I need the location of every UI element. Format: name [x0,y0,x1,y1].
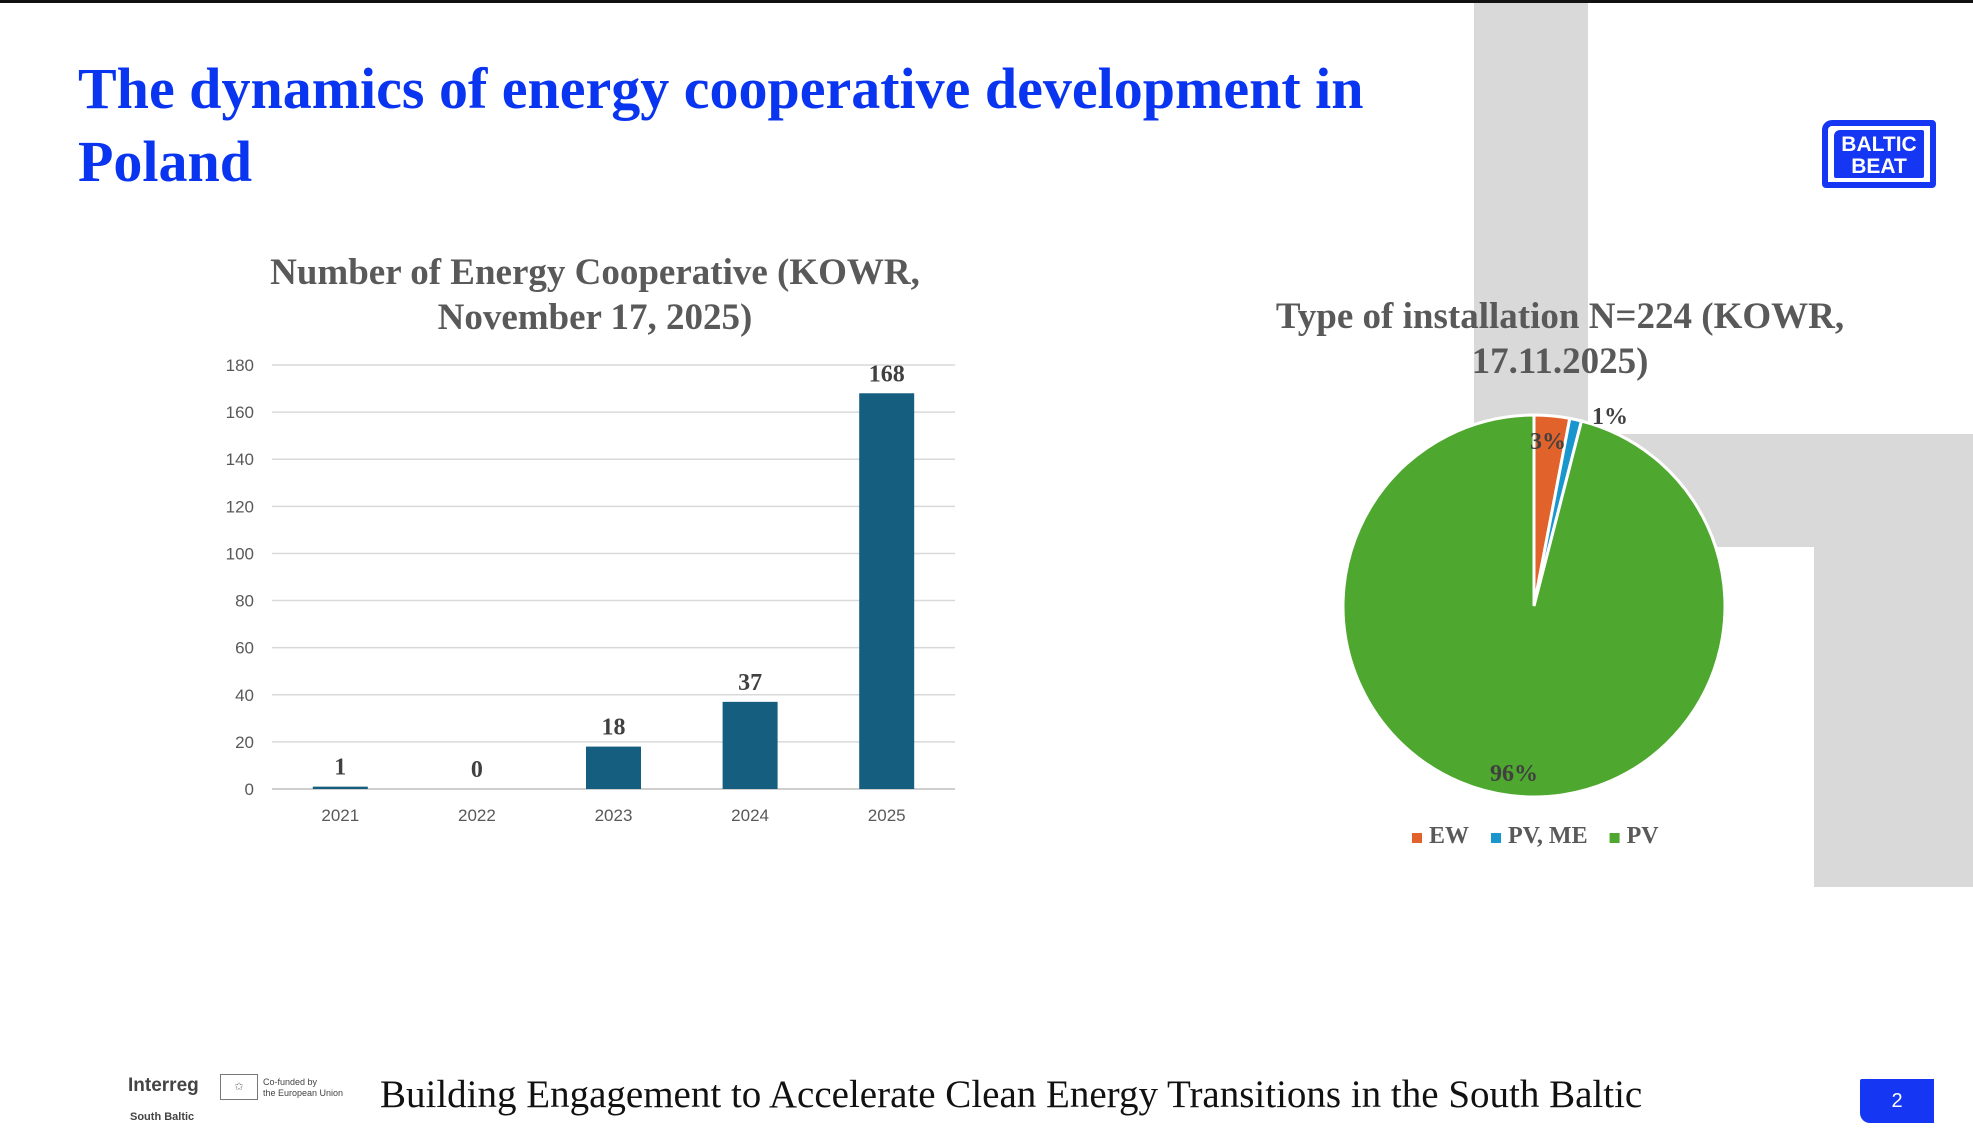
x-tick-label: 2024 [731,806,769,825]
bar-2023 [586,746,641,789]
south-baltic-text: South Baltic [130,1111,195,1123]
y-tick-label: 140 [226,450,254,469]
slide-title: The dynamics of energy cooperative devel… [78,56,1364,194]
pie-slice-pv [1341,413,1727,799]
bar-data-label: 37 [738,670,762,696]
pie-data-label: 96% [1490,761,1538,787]
bar-2025 [859,393,915,789]
deco-shape-4 [1928,434,1973,547]
legend-swatch [1412,833,1422,843]
y-tick-label: 20 [235,733,254,752]
deco-shape-3 [1814,547,1973,887]
legend-swatch [1491,833,1502,843]
y-tick-label: 40 [235,686,254,705]
footer-caption: Building Engagement to Accelerate Clean … [380,1073,1643,1116]
legend-label: EW [1429,823,1469,849]
y-tick-label: 100 [226,544,254,563]
x-tick-label: 2025 [868,806,906,825]
logo-line-2: BEAT [1851,155,1907,178]
y-tick-label: 160 [226,403,254,422]
y-tick-label: 80 [235,592,254,611]
y-tick-label: 180 [226,356,254,375]
y-tick-label: 60 [235,639,254,658]
pie-chart-title: Type of installation N=224 (KOWR, 17.11.… [1275,296,1845,382]
deco-shape-1 [1474,3,1588,433]
top-border [0,0,1973,3]
x-tick-label: 2023 [595,806,633,825]
cofunded-line-2: the European Union [263,1088,344,1098]
bar-data-label: 1 [334,755,346,781]
legend-label: PV [1627,823,1660,849]
bar-data-label: 0 [471,757,483,783]
bar-data-label: 18 [602,715,626,741]
bar-2021 [312,786,368,789]
eu-flag-icon: ✩ [220,1074,258,1100]
y-tick-label: 120 [226,497,254,516]
bar-2024 [722,701,778,789]
pie-data-label: 1% [1592,404,1628,430]
pie-data-label: 3% [1530,429,1566,455]
cofunded-line-1: Co-funded by [263,1077,318,1087]
interreg-logo-text: Interreg [128,1075,199,1096]
y-tick-label: 0 [245,780,254,799]
baltic-beat-logo: BALTIC BEAT [1822,120,1936,188]
page-number: 2 [1860,1079,1934,1123]
bar-chart-title: Number of Energy Cooperative (KOWR, Nove… [270,252,920,338]
bar-data-label: 168 [869,361,905,387]
x-tick-label: 2021 [321,806,359,825]
legend-swatch [1609,833,1620,843]
cofunded-text: Co-funded by the European Union [263,1077,353,1099]
x-tick-label: 2022 [458,806,496,825]
legend-label: PV, ME [1508,823,1588,849]
logo-line-1: BALTIC [1841,133,1917,156]
